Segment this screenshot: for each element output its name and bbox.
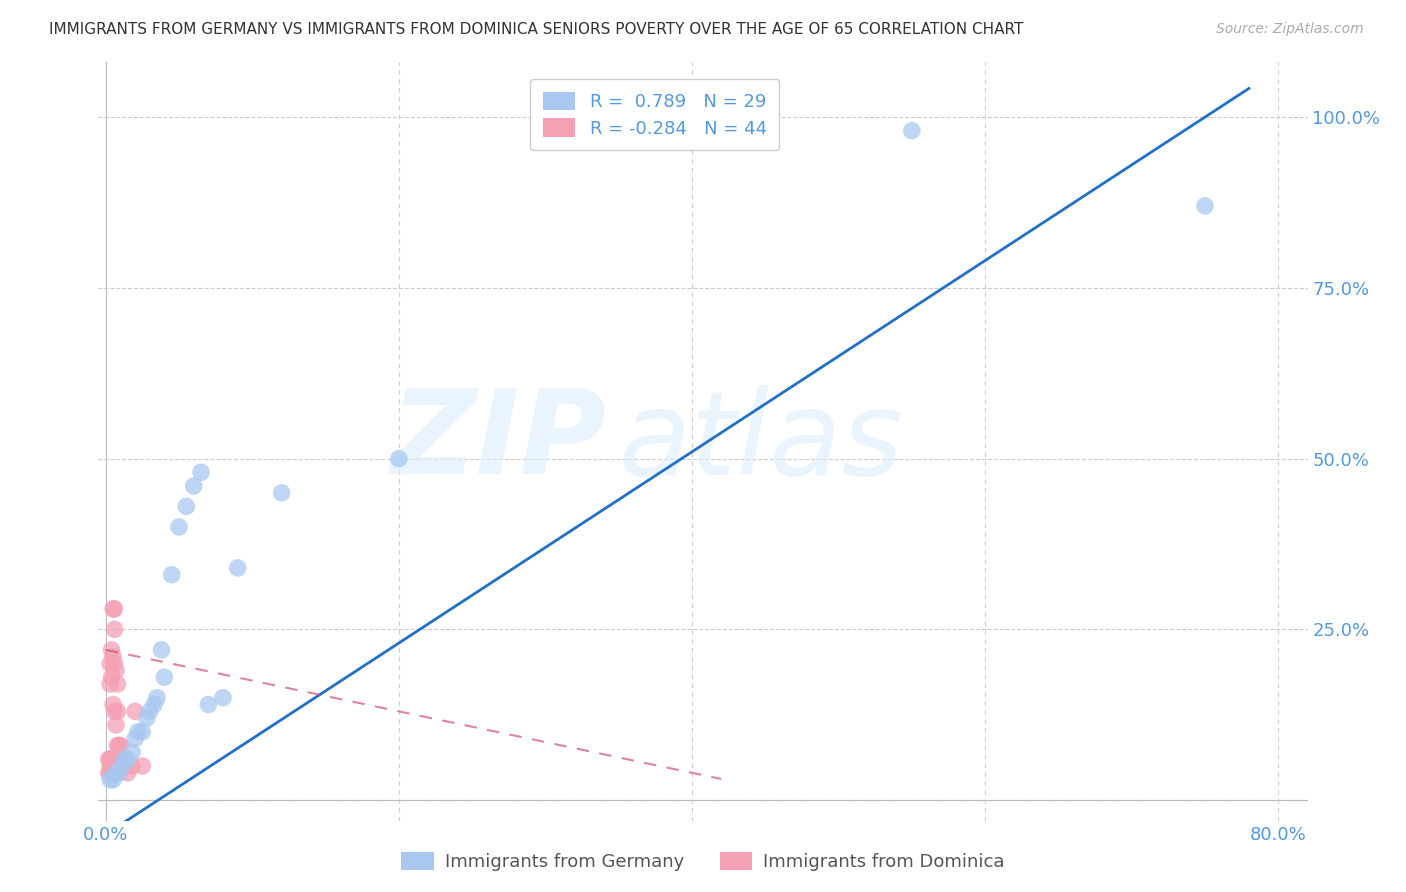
Point [143, 698, 166, 712]
Point [101, 698, 124, 712]
Point [103, 765, 125, 780]
Point [110, 739, 132, 753]
Point [190, 465, 212, 479]
Point [108, 759, 131, 773]
Point [107, 752, 129, 766]
Point [114, 759, 136, 773]
Point [101, 759, 124, 773]
Point [105, 664, 128, 678]
Point [138, 704, 160, 718]
Legend: Immigrants from Germany, Immigrants from Dominica: Immigrants from Germany, Immigrants from… [394, 845, 1012, 879]
Point [107, 739, 129, 753]
Point [105, 718, 128, 732]
Point [127, 724, 149, 739]
Point [388, 451, 411, 466]
Point [124, 731, 146, 746]
Point [101, 602, 124, 616]
Text: ZIP: ZIP [391, 384, 606, 499]
Point [105, 765, 128, 780]
Point [103, 602, 125, 616]
Point [101, 752, 124, 766]
Point [101, 765, 124, 780]
Point [117, 765, 139, 780]
Point [117, 752, 139, 766]
Point [153, 670, 176, 684]
Point [107, 677, 129, 691]
Point [97, 765, 120, 780]
Point [105, 759, 128, 773]
Point [98, 657, 121, 671]
Point [100, 765, 122, 780]
Point [110, 759, 132, 773]
Point [176, 500, 198, 514]
Point [100, 670, 122, 684]
Text: IMMIGRANTS FROM GERMANY VS IMMIGRANTS FROM DOMINICA SENIORS POVERTY OVER THE AGE: IMMIGRANTS FROM GERMANY VS IMMIGRANTS FR… [49, 22, 1024, 37]
Point [100, 643, 122, 657]
Point [114, 752, 136, 766]
Point [98, 772, 121, 787]
Point [103, 752, 125, 766]
Point [135, 711, 157, 725]
Point [131, 759, 153, 773]
Point [108, 739, 131, 753]
Point [197, 698, 219, 712]
Point [105, 765, 128, 780]
Point [212, 690, 235, 705]
Point [103, 623, 125, 637]
Point [111, 759, 134, 773]
Point [98, 752, 121, 766]
Point [150, 643, 173, 657]
Point [121, 745, 143, 759]
Legend: R =  0.789   N = 29, R = -0.284   N = 44: R = 0.789 N = 29, R = -0.284 N = 44 [530, 79, 779, 150]
Point [103, 759, 125, 773]
Point [98, 765, 121, 780]
Point [97, 752, 120, 766]
Point [107, 704, 129, 718]
Point [124, 704, 146, 718]
Text: Source: ZipAtlas.com: Source: ZipAtlas.com [1216, 22, 1364, 37]
Point [100, 752, 122, 766]
Text: atlas: atlas [619, 384, 904, 499]
Point [112, 752, 135, 766]
Point [107, 765, 129, 780]
Point [98, 759, 121, 773]
Point [1194, 199, 1216, 213]
Point [901, 124, 924, 138]
Point [98, 677, 121, 691]
Point [226, 561, 249, 575]
Point [183, 479, 205, 493]
Point [101, 649, 124, 664]
Point [146, 690, 169, 705]
Point [108, 765, 131, 780]
Point [167, 520, 190, 534]
Point [111, 752, 134, 766]
Point [103, 657, 125, 671]
Point [160, 567, 183, 582]
Point [101, 772, 124, 787]
Point [131, 724, 153, 739]
Point [121, 759, 143, 773]
Point [103, 704, 125, 718]
Point [270, 485, 292, 500]
